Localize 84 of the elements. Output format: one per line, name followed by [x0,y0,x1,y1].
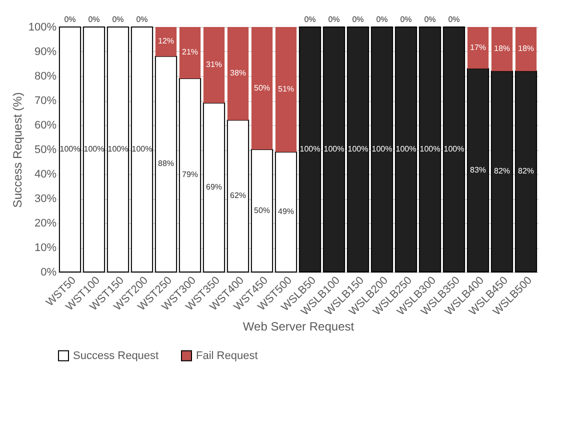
bar [227,27,249,120]
y-tick-label: 50% [34,144,57,156]
data-label: 82% [494,166,510,176]
bar [202,102,226,272]
data-label: 51% [278,84,294,94]
bar [275,27,297,152]
y-tick-label: 100% [28,22,57,34]
data-label: 38% [230,68,246,78]
data-label: 100% [444,144,464,154]
bar [106,26,130,272]
bar [490,70,514,272]
y-tick-label: 30% [34,193,57,205]
bar [82,26,106,272]
data-label: 21% [182,48,198,57]
bar [370,26,394,272]
data-label: 0% [88,15,100,24]
bar [251,27,273,150]
data-label: 50% [254,206,270,215]
data-label: 100% [108,144,128,154]
data-label: 0% [400,15,412,24]
data-label: 31% [206,60,222,69]
data-label: 88% [158,159,174,168]
data-label: 100% [348,144,368,154]
data-label: 69% [206,182,222,192]
legend-label: Success Request [73,350,159,362]
data-label: 100% [300,144,320,154]
data-label: 100% [324,144,344,154]
data-label: 0% [304,15,316,24]
data-label: 17% [470,42,486,52]
bar [58,26,82,272]
y-tick-label: 60% [34,120,57,132]
data-label: 100% [132,144,152,154]
data-label: 0% [136,15,148,24]
bar [226,120,250,272]
bar [418,26,442,272]
data-label: 0% [376,15,388,24]
bar [466,68,490,272]
data-label: 62% [230,191,246,200]
y-tick-label: 40% [34,168,57,180]
data-label: 79% [182,170,198,180]
y-tick-label: 80% [34,70,57,82]
data-label: 82% [518,166,534,176]
bar [130,26,154,272]
y-tick-label: 0% [40,266,57,278]
data-label: 18% [494,44,510,54]
data-label: 12% [158,36,174,46]
bar [467,27,489,69]
bar [179,27,201,78]
bar [346,26,370,272]
bar [250,149,274,272]
y-axis-title: Success Request (%) [10,92,24,208]
y-tick-label: 10% [34,242,57,254]
data-label: 100% [84,144,104,154]
data-label: 18% [518,44,534,54]
data-label: 0% [448,15,460,24]
data-label: 0% [328,15,340,24]
y-tick-label: 90% [34,46,57,58]
bar [178,78,202,272]
legend-label: Fail Request [196,350,258,362]
data-label: 0% [424,15,436,24]
data-label: 0% [112,15,124,24]
bar [298,26,322,272]
x-axis-title: Web Server Request [242,319,355,334]
data-label: 0% [64,15,76,24]
data-label: 49% [278,206,294,216]
data-label: 50% [254,83,270,92]
data-label: 100% [372,144,392,154]
bar [203,27,225,103]
bar [515,27,537,72]
bar [394,26,418,272]
bar [491,27,513,72]
bar [514,70,538,272]
data-label: 83% [470,165,486,174]
bar [322,26,346,272]
bar [274,151,298,272]
data-label: 0% [352,15,364,24]
bar [154,56,178,272]
data-label: 100% [396,144,416,154]
data-label: 100% [60,144,80,154]
bar [155,27,177,56]
y-tick-label: 20% [34,218,57,230]
bar [442,26,466,272]
y-tick-label: 70% [34,95,57,107]
data-label: 100% [420,144,440,154]
